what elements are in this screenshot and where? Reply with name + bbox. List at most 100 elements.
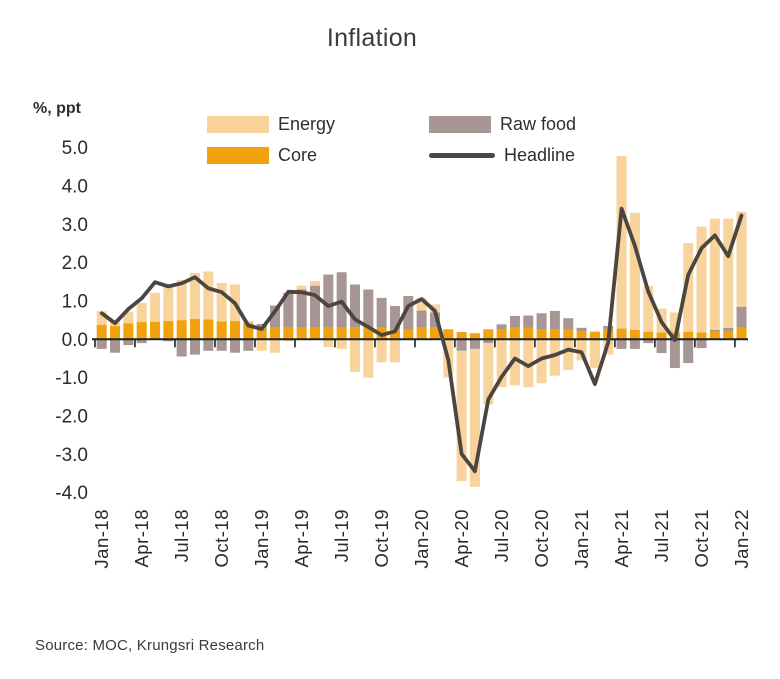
bar-segment <box>136 339 147 344</box>
bar-segment <box>523 327 534 340</box>
svg-text:0.0: 0.0 <box>62 330 88 351</box>
bar-segment <box>323 327 334 340</box>
bar-segment <box>616 156 627 329</box>
bar-segment <box>616 328 627 340</box>
bar-segment <box>269 327 280 340</box>
bar-segment <box>523 339 534 388</box>
bar-segment <box>150 292 161 322</box>
bar-segment <box>203 319 214 340</box>
svg-text:Jan-19: Jan-19 <box>251 509 272 569</box>
svg-text:Jul-19: Jul-19 <box>331 509 352 562</box>
svg-text:5.0: 5.0 <box>62 138 88 159</box>
bar-segment <box>709 218 720 330</box>
bar-segment <box>203 271 214 320</box>
bar-segment <box>336 327 347 340</box>
bar-segment <box>256 339 267 351</box>
bar-segment <box>123 323 134 340</box>
bar-segment <box>176 320 187 340</box>
bar-segment <box>456 350 467 482</box>
legend-item-raw-food: Raw food <box>429 114 576 135</box>
bar-segment <box>469 339 480 349</box>
bar-segment <box>509 327 520 340</box>
bar-segment <box>296 289 307 328</box>
bar-segment <box>176 339 187 357</box>
bar-segment <box>496 339 507 388</box>
x-axis <box>92 338 748 348</box>
svg-text:Apr-20: Apr-20 <box>451 509 472 568</box>
bar-segment <box>643 339 654 344</box>
bar-segment <box>736 211 747 307</box>
bar-segment <box>709 331 720 340</box>
bar-segment <box>429 327 440 340</box>
bar-segment <box>656 332 667 340</box>
bar-segment <box>536 339 547 384</box>
bar-segment <box>696 332 707 340</box>
bar-segment <box>110 339 121 353</box>
svg-text:Jul-21: Jul-21 <box>651 509 672 562</box>
legend-label-raw-food: Raw food <box>500 114 577 134</box>
bar-segment <box>736 306 747 328</box>
bar-segment <box>696 339 707 349</box>
svg-text:-3.0: -3.0 <box>55 445 88 466</box>
svg-text:Jul-18: Jul-18 <box>171 509 192 562</box>
bar-segment <box>589 339 600 369</box>
bar-segment <box>216 282 227 322</box>
bar-segment <box>696 226 707 333</box>
bar-segment <box>629 212 640 330</box>
bar-segment <box>349 327 360 340</box>
svg-text:Oct-20: Oct-20 <box>531 509 552 568</box>
bar-segment <box>403 295 414 330</box>
bar-segment <box>309 281 320 286</box>
bar-segment <box>483 343 494 405</box>
bar-segment <box>616 339 627 349</box>
bar-segment <box>96 324 107 340</box>
bar-segment <box>589 331 600 340</box>
bar-segment <box>163 320 174 340</box>
bar-segment <box>323 274 334 328</box>
bar-segment <box>429 312 440 328</box>
core-swatch-icon <box>207 147 269 164</box>
svg-text:-2.0: -2.0 <box>55 406 88 427</box>
svg-text:Apr-18: Apr-18 <box>131 509 152 568</box>
bar-segment <box>509 339 520 386</box>
bar-segment <box>536 313 547 330</box>
bar-segment <box>683 243 694 332</box>
legend-item-core: Core <box>207 145 317 166</box>
bar-segment <box>176 279 187 321</box>
bar-segment <box>243 339 254 351</box>
bar-segment <box>416 327 427 340</box>
svg-text:Apr-21: Apr-21 <box>611 509 632 568</box>
bar-segment <box>549 310 560 330</box>
raw-food-swatch-icon <box>429 116 491 133</box>
svg-text:Oct-19: Oct-19 <box>371 509 392 568</box>
bar-segment <box>110 325 121 340</box>
bar-segment <box>256 328 267 340</box>
svg-text:Jan-18: Jan-18 <box>91 509 112 569</box>
svg-text:Jan-20: Jan-20 <box>411 509 432 569</box>
bar-segment <box>629 339 640 349</box>
bar-segment <box>309 327 320 340</box>
bar-segment <box>150 321 161 340</box>
bar-segment <box>549 329 560 340</box>
bar-segment <box>136 302 147 323</box>
bar-segment <box>349 284 360 328</box>
bar-segment <box>443 329 454 340</box>
bar-segment <box>723 327 734 332</box>
bar-segment <box>469 333 480 340</box>
source-note: Source: MOC, Krungsri Research <box>35 637 265 654</box>
svg-text:3.0: 3.0 <box>62 215 88 236</box>
bar-segment <box>483 329 494 340</box>
bar-segment <box>283 292 294 328</box>
svg-text:-4.0: -4.0 <box>55 483 88 504</box>
bar-segment <box>349 339 360 372</box>
bar-segment <box>683 339 694 364</box>
bar-segment <box>190 318 201 340</box>
bar-segment <box>576 327 587 332</box>
legend-label-energy: Energy <box>278 114 336 134</box>
legend-item-headline: Headline <box>429 145 575 166</box>
svg-text:4.0: 4.0 <box>62 176 88 197</box>
svg-text:Oct-21: Oct-21 <box>691 509 712 568</box>
bar-segment <box>376 339 387 363</box>
